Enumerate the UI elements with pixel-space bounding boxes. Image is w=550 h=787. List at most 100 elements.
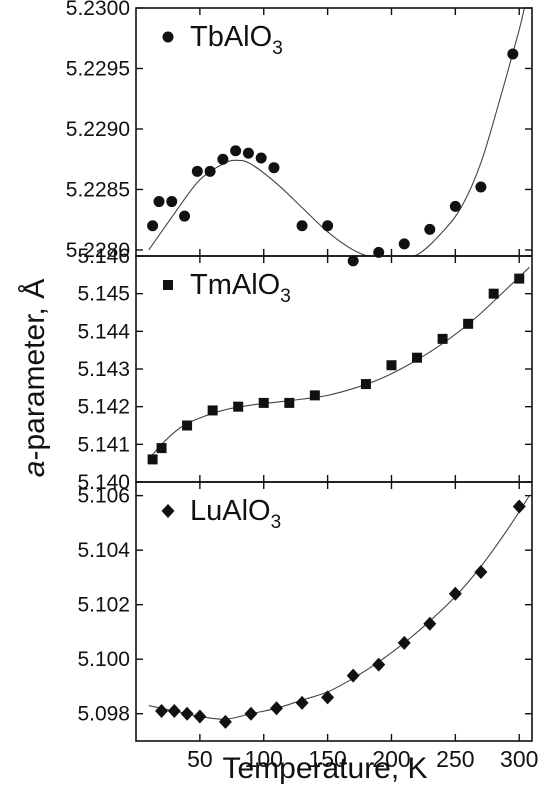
fit-curve-tmalo xyxy=(148,266,530,460)
y-tick-label: 5.140 xyxy=(77,471,130,494)
data-point-tmalo xyxy=(258,397,269,408)
data-point-lualo xyxy=(448,586,462,601)
x-tick-label: 150 xyxy=(308,746,346,772)
legend-marker-diamond xyxy=(161,504,175,518)
legend-label-main: LuAlO xyxy=(190,495,271,527)
y-tick-label: 5.143 xyxy=(77,358,130,381)
y-tick-label: 5.098 xyxy=(77,703,130,726)
y-tick-label: 5.2280 xyxy=(66,239,130,262)
data-point-tbalo xyxy=(230,145,242,157)
data-point-tbalo xyxy=(147,220,159,232)
data-point-lualo xyxy=(270,701,284,716)
data-point-tmalo xyxy=(147,454,158,465)
y-tick-label: 5.141 xyxy=(77,433,130,456)
panel-frame xyxy=(135,481,533,742)
data-point-tbalo xyxy=(268,162,280,174)
fit-curve-lualo xyxy=(148,495,530,720)
legend-tmalo: TmAlO3 xyxy=(163,269,291,307)
x-tick-label: 200 xyxy=(372,746,410,772)
x-tick-label: 100 xyxy=(245,746,283,772)
y-tick-label: 5.2300 xyxy=(66,0,130,20)
data-point-tbalo xyxy=(398,238,410,250)
data-point-tbalo xyxy=(242,147,254,159)
panel-tmalo: 5.140 5.141 5.142 5.143 5.144 5.145 5.146 TmAlO… xyxy=(77,245,533,494)
data-point-tbalo xyxy=(424,223,436,235)
y-tick-label: 5.145 xyxy=(77,283,130,306)
x-tick-label: 50 xyxy=(187,746,213,772)
data-point-tbalo xyxy=(296,220,308,232)
y-tick-label: 5.102 xyxy=(77,594,130,617)
y-axis-title-rest: -parameter, Å xyxy=(18,279,51,461)
data-point-lualo xyxy=(167,704,181,719)
panel-tbalo: 5.2280 5.2285 5.2290 5.2295 5.2300 TbAlO3 xyxy=(66,0,533,267)
y-axis-title-italic: a xyxy=(18,461,51,478)
data-point-tbalo xyxy=(204,165,216,177)
data-point-lualo xyxy=(423,616,437,631)
y-tick-label: 5.146 xyxy=(77,245,130,268)
data-point-lualo xyxy=(321,690,335,705)
y-tick-label: 5.142 xyxy=(77,396,130,419)
data-point-lualo xyxy=(512,499,526,514)
data-point-tmalo xyxy=(284,397,295,408)
legend-label-subscript: 3 xyxy=(271,512,282,533)
legend-label-subscript: 3 xyxy=(272,38,283,59)
data-point-tbalo xyxy=(217,153,229,165)
data-point-tmalo xyxy=(463,318,474,329)
data-point-lualo xyxy=(295,695,309,710)
y-tick-label: 5.106 xyxy=(77,485,130,508)
legend-label: LuAlO3 xyxy=(190,495,281,533)
data-point-tbalo xyxy=(153,196,165,208)
data-point-tmalo xyxy=(309,390,320,401)
data-point-tmalo xyxy=(437,333,448,344)
x-axis-title: Temperature, K xyxy=(222,752,427,785)
data-point-tbalo xyxy=(179,210,191,222)
data-point-tmalo xyxy=(156,443,167,454)
x-tick-label: 300 xyxy=(500,746,538,772)
data-point-tbalo xyxy=(373,246,385,258)
legend-lualo: LuAlO3 xyxy=(161,495,281,533)
data-point-lualo xyxy=(193,709,207,724)
panel-lualo: 5.098 5.100 5.102 5.104 5.106 LuAlO3 xyxy=(77,481,533,742)
data-point-tmalo xyxy=(412,352,423,363)
data-point-tbalo xyxy=(255,152,267,164)
data-point-lualo xyxy=(346,668,360,683)
y-tick-label: 5.100 xyxy=(77,648,130,671)
legend-label-main: TbAlO xyxy=(190,21,272,53)
data-point-lualo xyxy=(474,564,488,579)
legend-tbalo: TbAlO3 xyxy=(162,21,283,59)
data-point-tbalo xyxy=(347,255,359,267)
y-tick-label: 5.2290 xyxy=(66,118,130,141)
data-point-tmalo xyxy=(514,273,525,284)
x-axis: 50 100 150 200 250 300 xyxy=(187,746,538,772)
data-point-lualo xyxy=(218,714,232,729)
x-tick-label: 250 xyxy=(436,746,474,772)
data-point-tbalo xyxy=(191,165,203,177)
data-point-lualo xyxy=(372,657,386,672)
data-point-tmalo xyxy=(182,420,193,431)
data-point-tmalo xyxy=(360,379,371,390)
legend-marker-circle xyxy=(162,31,174,43)
panels-layer: 5.22805.22855.22905.22955.2300TbAlO35.14… xyxy=(66,0,533,742)
legend-label-subscript: 3 xyxy=(280,286,291,307)
y-tick-label: 5.144 xyxy=(77,320,130,343)
data-point-tmalo xyxy=(233,401,244,412)
data-point-lualo xyxy=(180,706,194,721)
data-point-tmalo xyxy=(386,360,397,371)
data-point-tbalo xyxy=(507,48,519,60)
data-point-lualo xyxy=(397,635,411,650)
legend-label: TbAlO3 xyxy=(190,21,283,59)
data-point-tmalo xyxy=(488,288,499,299)
legend-marker-square xyxy=(163,280,173,290)
data-point-tbalo xyxy=(322,220,334,232)
legend-label: TmAlO3 xyxy=(190,269,291,307)
data-point-tmalo xyxy=(207,405,218,416)
legend-label-main: TmAlO xyxy=(190,269,280,301)
y-axis-title: a-parameter, Å xyxy=(18,279,51,477)
y-tick-label: 5.2285 xyxy=(66,178,130,201)
y-tick-label: 5.2295 xyxy=(66,57,130,80)
y-tick-label: 5.104 xyxy=(77,539,130,562)
data-point-tbalo xyxy=(475,181,487,193)
data-point-lualo xyxy=(155,704,169,719)
data-point-tbalo xyxy=(166,196,178,208)
